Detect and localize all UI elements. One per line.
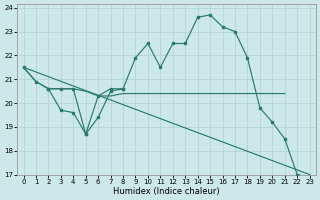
X-axis label: Humidex (Indice chaleur): Humidex (Indice chaleur) bbox=[113, 187, 220, 196]
